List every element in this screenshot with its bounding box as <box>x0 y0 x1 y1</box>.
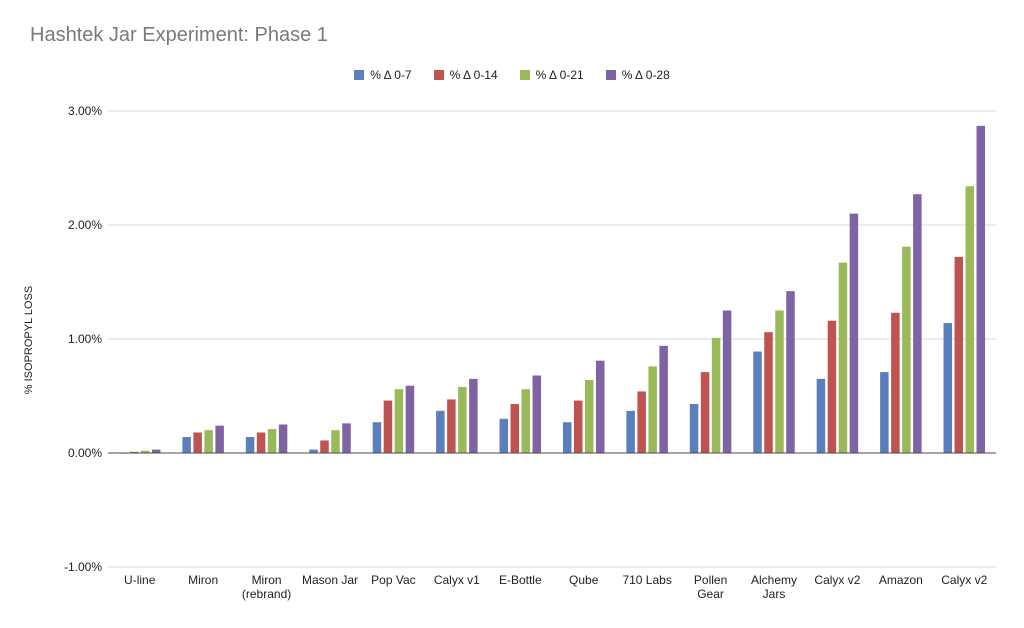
bar <box>267 429 277 453</box>
bar <box>943 323 953 453</box>
bar <box>320 440 329 453</box>
legend-swatch <box>433 70 444 80</box>
y-tick-label: 3.00% <box>68 104 102 118</box>
bar <box>521 389 531 453</box>
bar <box>562 422 572 453</box>
bar <box>309 449 318 453</box>
x-tick-label: U-line <box>124 573 156 587</box>
x-tick-label: Alchemy <box>751 573 797 587</box>
bar <box>700 372 710 453</box>
bar <box>913 194 922 453</box>
bar <box>245 437 255 453</box>
bar <box>965 186 975 454</box>
bar <box>193 432 202 453</box>
bar <box>394 389 404 453</box>
bar <box>140 450 150 453</box>
bar <box>584 380 594 453</box>
legend-label: % Δ 0-21 <box>535 68 584 82</box>
x-tick-label: (rebrand) <box>242 587 291 601</box>
x-tick-label: Mason Jar <box>302 573 358 587</box>
legend-label: % Δ 0-28 <box>621 68 670 82</box>
y-tick-label: 0.00% <box>68 446 102 460</box>
bar <box>648 366 657 453</box>
bar <box>626 410 635 453</box>
bar <box>342 423 351 453</box>
legend-item-d0-28: % Δ 0-28 <box>605 68 670 82</box>
legend-label: % Δ 0-7 <box>370 68 412 82</box>
bar <box>976 125 986 453</box>
bar <box>436 410 445 453</box>
x-tick-label: Gear <box>697 587 724 601</box>
bar <box>902 246 911 453</box>
bar <box>775 310 784 453</box>
bar <box>405 385 415 453</box>
bar <box>256 432 266 453</box>
x-tick-label: E-Bottle <box>499 573 542 587</box>
bar <box>215 425 224 453</box>
bar <box>891 312 900 453</box>
x-tick-label: Miron <box>252 573 282 587</box>
bar <box>129 451 139 453</box>
bar <box>458 386 467 453</box>
bar <box>880 372 889 453</box>
x-tick-label: Calyx v1 <box>434 573 480 587</box>
x-tick-label: Miron <box>188 573 218 587</box>
bar <box>786 291 795 453</box>
bar <box>372 422 382 453</box>
bar <box>816 378 826 453</box>
x-tick-label: Amazon <box>879 573 923 587</box>
bar <box>722 310 732 453</box>
bar <box>753 351 762 453</box>
bar <box>711 337 721 453</box>
bar <box>151 449 161 453</box>
legend-swatch <box>519 70 530 80</box>
x-tick-label: Calyx v2 <box>814 573 860 587</box>
bar <box>764 332 773 453</box>
y-tick-label: 2.00% <box>68 218 102 232</box>
x-tick-label: Jars <box>763 587 786 601</box>
x-tick-label: Pop Vac <box>371 573 415 587</box>
x-tick-label: 710 Labs <box>622 573 671 587</box>
x-tick-label: Qube <box>569 573 599 587</box>
y-tick-label: -1.00% <box>64 560 102 574</box>
bar <box>849 213 859 453</box>
x-tick-label: Pollen <box>694 573 727 587</box>
chart-title: Hashtek Jar Experiment: Phase 1 <box>30 24 328 46</box>
legend-item-d0-21: % Δ 0-21 <box>519 68 584 82</box>
bar <box>510 403 520 453</box>
bar <box>204 430 213 453</box>
legend-label: % Δ 0-14 <box>449 68 498 82</box>
legend-item-d0-7: % Δ 0-7 <box>354 68 412 82</box>
bar <box>331 430 340 453</box>
bar <box>838 262 848 453</box>
bar <box>637 391 646 453</box>
bar <box>182 437 191 453</box>
bar <box>659 345 668 453</box>
legend-item-d0-14: % Δ 0-14 <box>433 68 498 82</box>
bar <box>278 424 288 453</box>
bar <box>383 400 393 453</box>
legend: % Δ 0-7 % Δ 0-14 % Δ 0-21 % Δ 0-28 <box>0 68 1024 82</box>
bar <box>532 375 542 453</box>
bar <box>595 360 605 453</box>
legend-swatch <box>354 70 365 80</box>
legend-swatch <box>605 70 616 80</box>
bar <box>827 320 837 453</box>
y-tick-label: 1.00% <box>68 332 102 346</box>
bar <box>573 400 583 453</box>
bar <box>499 418 509 453</box>
bar <box>469 378 478 453</box>
bar <box>954 256 964 453</box>
x-tick-label: Calyx v2 <box>941 573 987 587</box>
bar <box>689 403 699 453</box>
bar <box>447 399 456 453</box>
